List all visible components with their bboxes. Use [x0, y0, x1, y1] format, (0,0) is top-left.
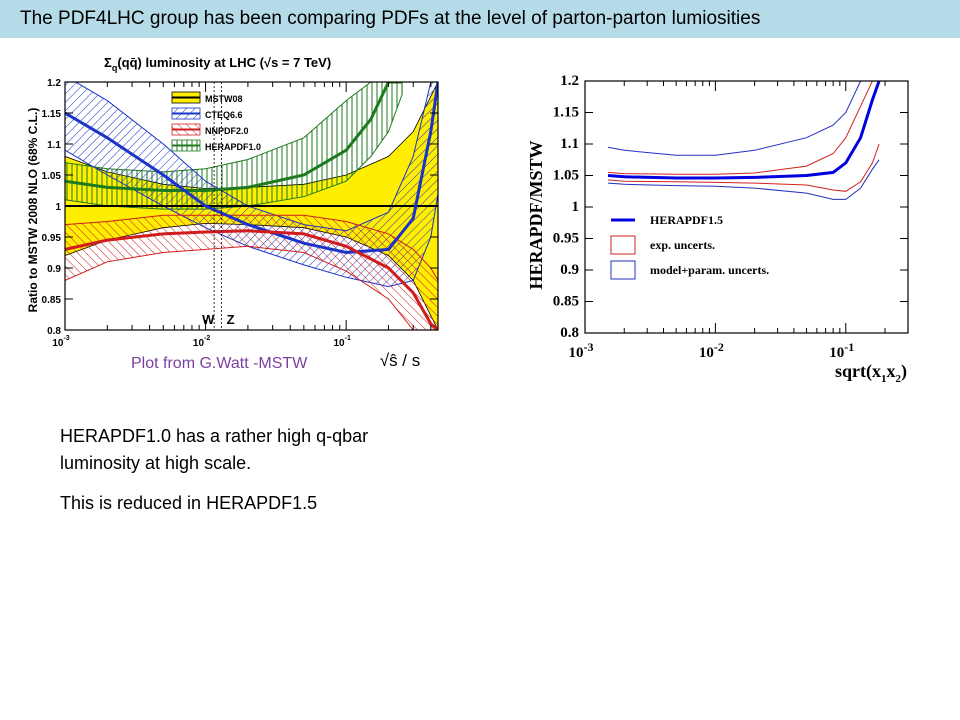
left-luminosity-chart: Σq(qq̄) luminosity at LHC (√s = 7 TeV) R…: [26, 55, 439, 370]
nnpdf20-band: [65, 214, 438, 330]
legend-label-2: model+param. uncerts.: [650, 263, 769, 277]
title-sqrt: √: [264, 55, 272, 70]
left-xlabel: √ŝ / s: [380, 351, 421, 370]
left-title: Σq(qq̄) luminosity at LHC (√s = 7 TeV): [104, 55, 331, 73]
title-tail: s = 7 TeV): [271, 55, 331, 70]
y-tick-label: 1.1: [560, 136, 579, 152]
y-tick-label: 1.1: [47, 140, 61, 151]
exp-lower-line: [607, 143, 880, 192]
x-tick-label: 10-1: [829, 340, 854, 361]
legend-label-1: exp. uncerts.: [650, 238, 715, 252]
xlabel-mid: x: [887, 361, 896, 381]
left-legend: MSTW08 CTEQ6.6 NNPDF2.0 HERAPDF1.0: [171, 91, 261, 152]
model-upper-line: [607, 81, 880, 156]
y-tick-label: 1: [572, 199, 580, 215]
title-banner: The PDF4LHC group has been comparing PDF…: [0, 0, 960, 38]
title-main: (qq̄) luminosity at LHC (: [117, 55, 264, 70]
marker-label-z: Z: [227, 312, 235, 327]
xlabel-end: ): [901, 361, 907, 382]
x-tick-label: 10-3: [569, 340, 594, 361]
y-tick-label: 0.85: [553, 294, 579, 310]
herapdf15-line: [607, 81, 881, 180]
right-herapdf-chart: HERAPDF/MSTW 0.8 0.85 0.9 0.95 1 1.05 1.1 1.15 1…: [526, 73, 909, 385]
legend-label-3: HERAPDF1.0: [205, 142, 261, 152]
xlabel-sub2: 2: [896, 373, 902, 385]
svg-text:Σq(qq̄) luminosity at LHC (√s: Σq(qq̄) luminosity at LHC (√s = 7 TeV): [104, 55, 331, 73]
y-tick-label: 1.15: [553, 105, 579, 121]
xlabel-sub1: 1: [881, 373, 887, 385]
right-ylabel: HERAPDF/MSTW: [526, 140, 546, 289]
y-tick-label: 0.9: [560, 262, 579, 278]
nnpdf20-line: [65, 229, 438, 330]
right-plot-frame: [584, 80, 909, 334]
right-legend: HERAPDF1.5 exp. uncerts. model+param. unce…: [610, 213, 769, 280]
model-lower-line: [607, 159, 880, 200]
note-herapdf15: This is reduced in HERAPDF1.5: [60, 493, 318, 513]
legend-label-2: NNPDF2.0: [205, 126, 249, 136]
y-tick-label: 1.2: [560, 73, 579, 89]
y-tick-label: 1.05: [42, 171, 62, 182]
xlabel-main: sqrt(x: [835, 361, 881, 382]
y-tick-label: 1.05: [553, 168, 579, 184]
y-tick-label: 1.15: [42, 109, 62, 120]
y-tick-label: 1: [55, 202, 61, 213]
right-xlabel: sqrt(x1x2): [835, 361, 907, 385]
y-tick-label: 1.2: [47, 78, 61, 89]
marker-label-w: W: [202, 312, 215, 327]
plot-caption: Plot from G.Watt -MSTW: [131, 355, 308, 372]
legend-box-2: [610, 260, 636, 280]
x-tick-label: 10-2: [193, 335, 210, 349]
x-tick-label: 10-1: [333, 335, 350, 349]
title-sub: q: [112, 63, 118, 73]
herapdf10-line: [65, 82, 403, 192]
legend-label-0: HERAPDF1.5: [650, 213, 723, 227]
y-tick-label: 0.8: [560, 325, 579, 341]
left-ylabel: Ratio to MSTW 2008 NLO (68% C.L.): [26, 108, 40, 313]
x-tick-label: 10-2: [699, 340, 724, 361]
y-tick-label: 0.95: [42, 233, 62, 244]
y-tick-label: 0.85: [42, 295, 62, 306]
legend-label-1: CTEQ6.6: [205, 110, 243, 120]
legend-box-1: [610, 235, 636, 255]
note-herapdf10: HERAPDF1.0 has a rather high q-qbar lumi…: [60, 426, 369, 473]
slide-title: The PDF4LHC group has been comparing PDF…: [20, 8, 761, 29]
title-sigma: Σ: [104, 55, 112, 70]
y-tick-label: 0.8: [47, 326, 61, 337]
x-tick-label: 10-3: [52, 335, 69, 349]
exp-upper-line: [607, 81, 880, 175]
cteq66-line: [65, 82, 438, 255]
y-tick-label: 0.95: [553, 231, 579, 247]
y-tick-label: 0.9: [47, 264, 61, 275]
legend-label-0: MSTW08: [205, 94, 243, 104]
